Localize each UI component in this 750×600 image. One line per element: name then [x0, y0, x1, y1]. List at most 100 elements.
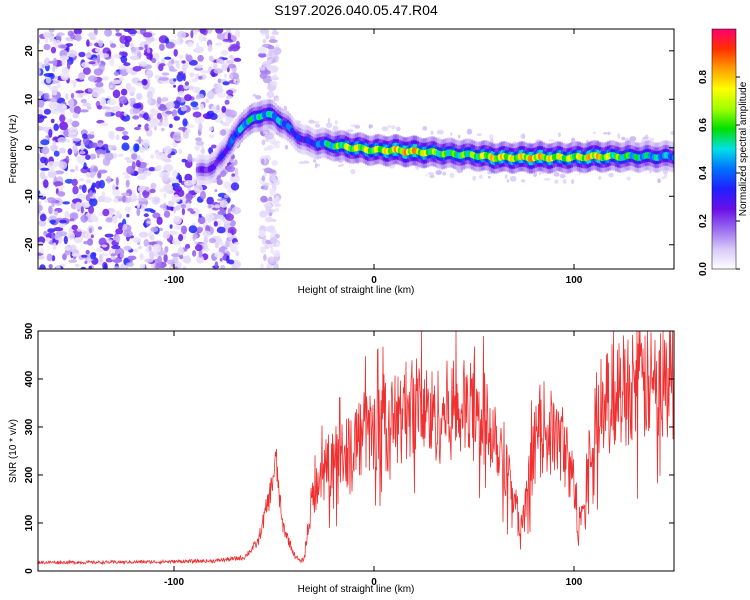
spectrogram-noise-cell [38, 152, 41, 162]
spectrogram-noise-cell [197, 54, 204, 62]
spectrogram-noise-cell [263, 147, 270, 151]
spectrogram-noise-cell [72, 185, 79, 195]
spectrogram-noise-cell [224, 99, 230, 105]
spectrogram-noise-cell [231, 206, 242, 215]
spectrogram-noise-cell [227, 109, 238, 118]
spectrogram-noise-cell [127, 29, 138, 35]
spectrogram-noise-cell [53, 150, 60, 157]
spectrogram-noise-cell [305, 160, 310, 164]
colorbar-tick-label: 0.4 [698, 166, 709, 180]
spectrogram-noise-cell [115, 177, 119, 186]
spectrogram-noise-cell [52, 57, 58, 67]
spectrogram-noise-cell [217, 210, 227, 215]
spectrogram-noise-cell [48, 128, 53, 138]
spectrogram-noise-cell [120, 88, 128, 96]
spectrogram-noise-cell [266, 263, 272, 269]
spectrogram-noise-cell [326, 122, 333, 129]
spectrogram-noise-cell [327, 117, 331, 124]
spectrogram-noise-cell [222, 38, 232, 42]
spectrogram-noise-cell [80, 205, 84, 214]
spectrogram-noise-cell [45, 76, 52, 84]
spectrogram-noise-cell [102, 196, 112, 203]
spectrogram-noise-cell [39, 264, 46, 269]
spectrogram-noise-cell [62, 253, 67, 261]
spectrogram-noise-cell [271, 140, 277, 146]
spectrogram-noise-cell [71, 120, 80, 128]
colorbar: 0.0 0.2 0.4 0.6 0.8 Normalized spectral ampl… [698, 28, 749, 276]
spectrogram-noise-cell [263, 254, 267, 261]
spectrogram-noise-cell [661, 176, 666, 179]
colorbar-tick-label: 0.6 [698, 118, 709, 132]
spectrogram-noise-cell [664, 172, 668, 178]
spectrogram-noise-cell [198, 33, 204, 43]
spectrogram-noise-cell [112, 189, 121, 197]
spectrogram-noise-cell [129, 97, 136, 103]
spectrogram-noise-cell [150, 154, 155, 159]
spectrogram-noise-cell [159, 43, 165, 51]
spectrogram-noise-cell [62, 201, 70, 205]
spectrogram-noise-cell [570, 179, 575, 184]
spectrogram-noise-cell [163, 210, 171, 218]
spectrogram-noise-cell [201, 147, 205, 155]
spectrogram-noise-cell [190, 101, 199, 108]
spectrogram-noise-cell [222, 122, 230, 127]
spectrogram-noise-cell [54, 210, 59, 216]
spectrogram-noise-cell [178, 148, 183, 155]
spectrogram-noise-cell [162, 174, 170, 182]
spectrogram-noise-cell [264, 216, 273, 223]
spectrogram-noise-cell [543, 178, 551, 181]
spectrogram-noise-cell [109, 84, 113, 89]
spectrogram-noise [38, 29, 674, 269]
spectrogram-noise-cell [177, 189, 185, 197]
spectrogram-noise-cell [153, 125, 158, 131]
spectrogram-noise-cell [58, 147, 66, 154]
spectrogram-noise-cell [124, 156, 131, 161]
spectrogram-noise-cell [144, 123, 150, 132]
spectrogram-noise-cell [234, 159, 238, 166]
spectrogram-y-tick-label: 20 [24, 45, 35, 57]
spectrogram-noise-cell [228, 46, 233, 52]
spectrogram-noise-cell [187, 208, 194, 212]
spectrogram-noise-cell [113, 71, 119, 76]
spectrogram-noise-cell [89, 190, 93, 198]
spectrogram-noise-cell [64, 178, 74, 184]
spectrogram-noise-cell [125, 179, 130, 188]
spectrogram-noise-cell [273, 263, 279, 269]
spectrogram-noise-cell [255, 95, 262, 100]
spectrogram-noise-cell [98, 237, 107, 246]
spectrogram-noise-cell [173, 78, 177, 82]
spectrogram-noise-cell [67, 49, 78, 58]
spectrogram-noise-cell [79, 109, 89, 113]
spectrogram-noise-cell [229, 174, 240, 184]
spectrogram-noise-cell [111, 215, 118, 224]
spectrogram-noise-cell [106, 175, 111, 184]
spectrogram-noise-cell [119, 253, 125, 258]
spectrogram-noise-cell [115, 228, 124, 235]
spectrogram-noise-cell [196, 255, 205, 264]
spectrogram-noise-cell [217, 92, 226, 98]
spectrogram-noise-cell [381, 126, 389, 131]
spectrogram-noise-cell [95, 81, 104, 88]
spectrogram-noise-cell [125, 82, 132, 90]
spectrogram-noise-cell [88, 205, 95, 214]
spectrogram-noise-cell [96, 54, 101, 64]
spectrogram-noise-cell [258, 230, 266, 237]
spectrogram-noise-cell [558, 132, 561, 138]
snr-series-line [38, 331, 674, 566]
snr-y-ticks: 0 100 200 300 400 500 [24, 322, 674, 574]
spectrogram-noise-cell [219, 258, 223, 262]
spectrogram-noise-cell [185, 243, 191, 249]
spectrogram-noise-cell [670, 131, 674, 135]
spectrogram-noise-cell [425, 174, 428, 177]
spectrogram-noise-cell [181, 208, 185, 216]
spectrogram-noise-cell [186, 54, 193, 62]
spectrogram-noise-cell [149, 250, 155, 260]
spectrogram-noise-cell [270, 56, 274, 61]
spectrogram-noise-cell [350, 168, 356, 175]
spectrogram-noise-cell [271, 75, 276, 80]
spectrogram-noise-cell [146, 47, 151, 54]
spectrogram-noise-cell [271, 31, 280, 35]
spectrogram-noise-cell [227, 63, 237, 69]
spectrogram-noise-cell [163, 183, 173, 193]
spectrogram-noise-cell [64, 245, 71, 252]
